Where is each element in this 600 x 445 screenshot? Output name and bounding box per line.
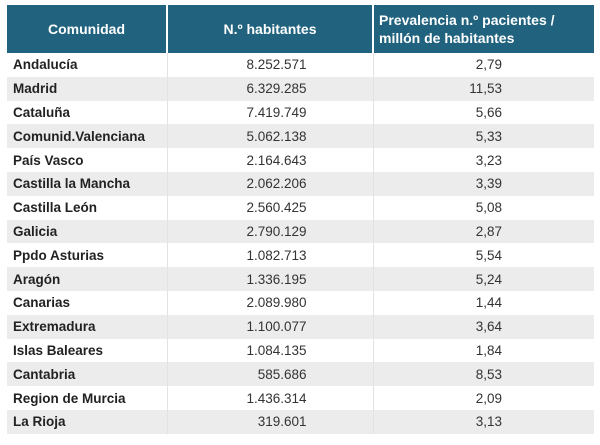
table-row: Galicia 2.790.129 2,87 (7, 219, 594, 244)
cell-prevalencia: 5,08 (475, 200, 502, 216)
cell-habitantes: 2.560.425 (167, 195, 374, 220)
cell-habitantes: 1.084.135 (167, 338, 374, 363)
cell-prevalencia: 5,33 (373, 124, 594, 149)
cell-comunidad: Andalucía (7, 53, 168, 77)
header-habitantes: N.º habitantes (167, 5, 374, 53)
table-body: Andalucía 8.252.571 2,79 Madrid 6.329.285 11,… (7, 53, 594, 434)
cell-comunidad: Cataluña (7, 100, 168, 125)
table-row: Andalucía 8.252.571 2,79 (7, 53, 594, 77)
cell-prevalencia: 11,53 (373, 76, 594, 101)
table-row: Region de Murcia 1.436.314 2,09 (7, 386, 594, 410)
cell-habitantes: 2.790.129 (167, 219, 374, 244)
table-row: Canarias 2.089.980 1,44 (7, 290, 594, 315)
table-row: Ppdo Asturias 1.082.713 5,54 (7, 243, 594, 268)
cell-prevalencia: 1,84 (475, 342, 502, 358)
cell-comunidad: Extremadura (7, 314, 168, 339)
cell-habitantes: 7.419.749 (167, 100, 374, 125)
cell-habitantes: 6.329.285 (167, 76, 374, 101)
cell-comunidad: Madrid (7, 76, 168, 101)
prevalence-table: Comunidad N.º habitantes Prevalencia n.º… (7, 5, 594, 434)
table-row: Extremadura 1.100.077 3,64 (7, 314, 594, 339)
table-row: Castilla la Mancha 2.062.206 3,39 (7, 171, 594, 196)
cell-prevalencia: 5,66 (475, 104, 502, 120)
cell-prevalencia: 5,24 (373, 267, 594, 291)
cell-comunidad: Canarias (7, 290, 168, 315)
cell-comunidad: País Vasco (7, 148, 168, 172)
table-row: La Rioja 319.601 3,13 (7, 409, 594, 434)
cell-comunidad: Islas Baleares (7, 338, 168, 363)
table-row: País Vasco 2.164.643 3,23 (7, 148, 594, 172)
table-row: Castilla León 2.560.425 5,08 (7, 195, 594, 220)
cell-comunidad: La Rioja (7, 409, 168, 434)
header-prevalencia: Prevalencia n.º pacientes / millón de ha… (373, 5, 594, 53)
cell-comunidad: Region de Murcia (7, 386, 168, 410)
cell-habitantes: 2.089.980 (167, 290, 374, 315)
cell-prevalencia: 3,23 (475, 152, 502, 168)
cell-habitantes: 1.100.077 (167, 314, 374, 339)
cell-habitantes: 2.062.206 (167, 171, 374, 196)
cell-prevalencia: 2,79 (475, 57, 502, 73)
cell-prevalencia: 5,54 (475, 247, 502, 263)
cell-comunidad: Castilla León (7, 195, 168, 220)
cell-comunidad: Cantabria (7, 362, 168, 387)
cell-habitantes: 585.686 (167, 362, 374, 387)
cell-comunidad: Galicia (7, 219, 168, 244)
cell-habitantes: 1.436.314 (167, 386, 374, 410)
cell-habitantes: 1.082.713 (167, 243, 374, 268)
cell-comunidad: Aragón (7, 267, 168, 291)
cell-habitantes: 319.601 (167, 409, 374, 434)
cell-habitantes: 5.062.138 (167, 124, 374, 149)
table-row: Cataluña 7.419.749 5,66 (7, 100, 594, 125)
table-row: Madrid 6.329.285 11,53 (7, 76, 594, 101)
table-row: Comunid.Valenciana 5.062.138 5,33 (7, 124, 594, 149)
table-row: Aragón 1.336.195 5,24 (7, 267, 594, 291)
cell-prevalencia: 3,64 (373, 314, 594, 339)
cell-comunidad: Comunid.Valenciana (7, 124, 168, 149)
cell-comunidad: Castilla la Mancha (7, 171, 168, 196)
table-row: Cantabria 585.686 8,53 (7, 362, 594, 387)
table-header-row: Comunidad N.º habitantes Prevalencia n.º… (7, 5, 594, 53)
cell-prevalencia: 2,09 (475, 390, 502, 406)
cell-prevalencia: 2,87 (373, 219, 594, 244)
cell-prevalencia: 3,39 (373, 171, 594, 196)
cell-prevalencia: 3,13 (373, 409, 594, 434)
header-comunidad: Comunidad (7, 5, 168, 53)
table-row: Islas Baleares 1.084.135 1,84 (7, 338, 594, 363)
cell-prevalencia: 1,44 (475, 295, 502, 311)
cell-habitantes: 8.252.571 (167, 53, 374, 77)
cell-prevalencia: 8,53 (373, 362, 594, 387)
cell-habitantes: 1.336.195 (167, 267, 374, 291)
cell-comunidad: Ppdo Asturias (7, 243, 168, 268)
cell-habitantes: 2.164.643 (167, 148, 374, 172)
